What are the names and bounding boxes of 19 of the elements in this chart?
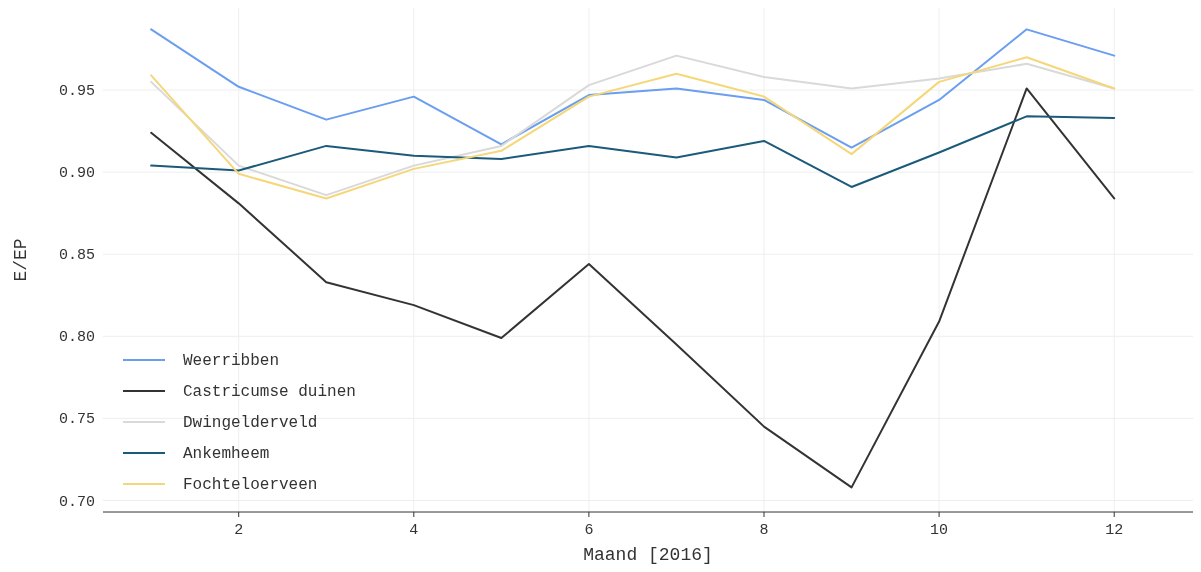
legend-label: Castricumse duinen <box>183 383 356 401</box>
y-tick-label: 0.85 <box>58 247 95 265</box>
x-tick-label: 4 <box>409 522 419 539</box>
x-axis-title: Maand [2016] <box>583 545 713 565</box>
y-axis-title: E/EP <box>11 238 31 282</box>
y-tick-label: 0.80 <box>58 329 95 347</box>
y-tick-label: 0.90 <box>58 165 95 183</box>
legend-label: Dwingelderveld <box>183 414 318 432</box>
legend-label: Fochteloerveen <box>183 476 318 494</box>
x-tick-label: 8 <box>759 522 769 539</box>
y-tick-label: 0.95 <box>58 83 95 101</box>
x-tick-label: 6 <box>584 522 594 539</box>
legend-label: Weerribben <box>183 352 280 370</box>
x-tick-label: 10 <box>930 522 949 539</box>
x-tick-label: 2 <box>234 522 244 539</box>
x-tick-label: 12 <box>1105 522 1124 539</box>
y-tick-label: 0.70 <box>58 493 95 511</box>
y-tick-label: 0.75 <box>58 411 95 429</box>
legend-label: Ankemheem <box>183 445 270 463</box>
